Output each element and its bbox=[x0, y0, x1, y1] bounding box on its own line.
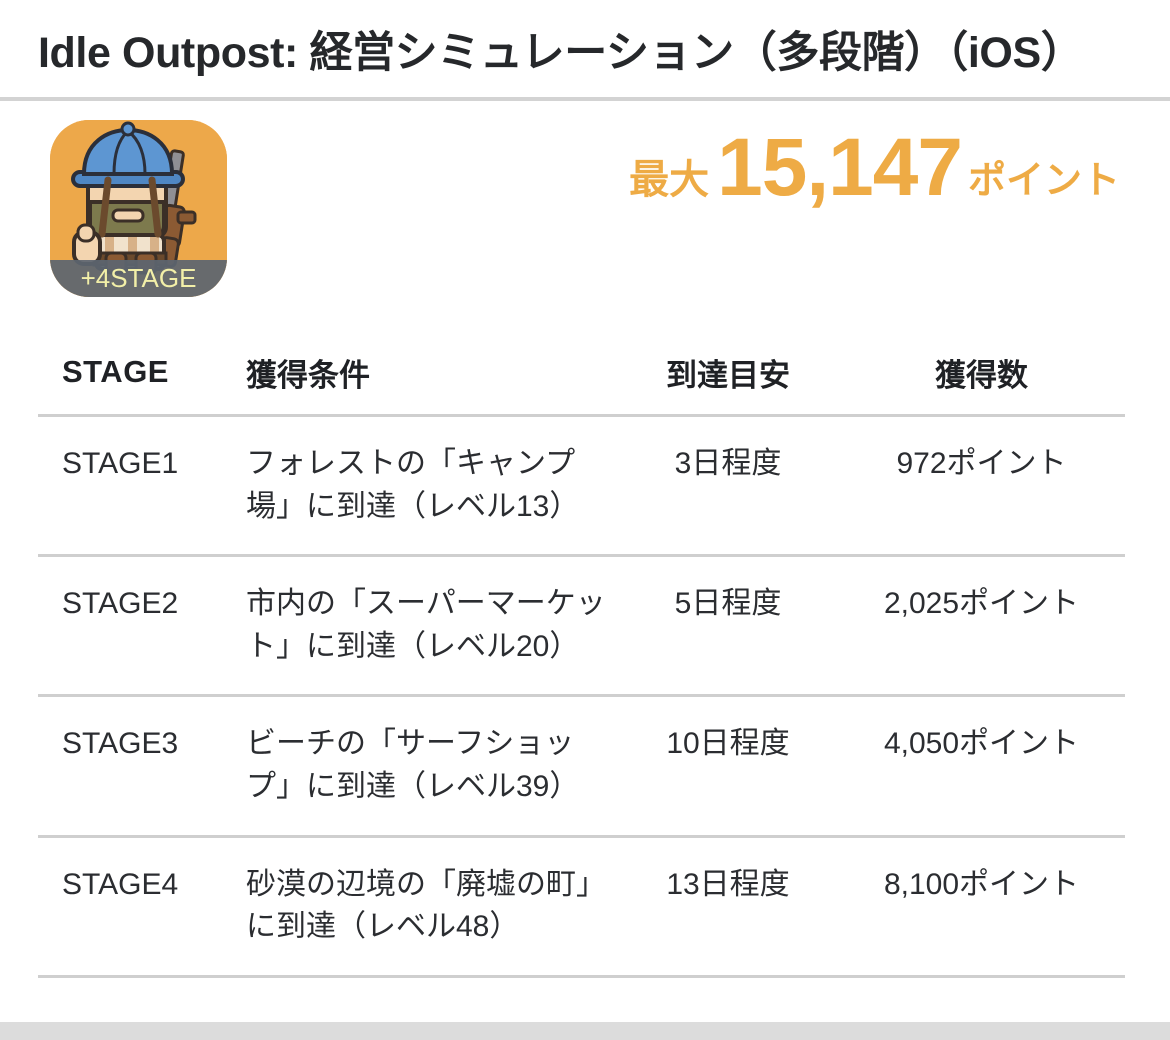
table-row: STAGE2 市内の「スーパーマーケット」に到達（レベル20） 5日程度 2,0… bbox=[38, 557, 1125, 694]
cell-condition: ビーチの「サーフショップ」に到達（レベル39） bbox=[246, 727, 580, 803]
cell-points: 2,025ポイント bbox=[883, 587, 1080, 621]
table-divider bbox=[38, 974, 1125, 978]
cell-condition: 砂漠の辺境の「廃墟の町」に到達（レベル48） bbox=[246, 867, 606, 944]
column-header-days: 到達目安 bbox=[666, 357, 790, 393]
cell-stage: STAGE3 bbox=[62, 727, 179, 761]
page-title: Idle Outpost: 経営シミュレーション（多段階）（iOS） bbox=[38, 29, 1084, 77]
cell-condition: 市内の「スーパーマーケット」に到達（レベル20） bbox=[246, 587, 606, 663]
stage-reward-table: STAGE 獲得条件 到達目安 獲得数 STAGE1 フォレストの「キャンプ場」… bbox=[38, 330, 1125, 978]
cell-days: 3日程度 bbox=[674, 447, 782, 480]
stage-badge: +4STAGE bbox=[50, 260, 227, 297]
points-prefix-label: 最大 bbox=[629, 158, 710, 202]
cell-days: 13日程度 bbox=[666, 867, 790, 901]
column-header-points: 獲得数 bbox=[935, 357, 1028, 393]
column-header-condition: 獲得条件 bbox=[246, 357, 370, 393]
table-row: STAGE3 ビーチの「サーフショップ」に到達（レベル39） 10日程度 4,0… bbox=[38, 697, 1125, 834]
hero-section: +4STAGE 最大 15,147 ポイント bbox=[0, 101, 1170, 321]
table-divider bbox=[38, 834, 1125, 838]
cell-points: 972ポイント bbox=[896, 447, 1067, 480]
svg-text:+4STAGE: +4STAGE bbox=[81, 263, 197, 293]
table-row: STAGE4 砂漠の辺境の「廃墟の町」に到達（レベル48） 13日程度 8,10… bbox=[38, 838, 1125, 975]
cell-days: 10日程度 bbox=[666, 727, 790, 761]
cell-stage: STAGE1 bbox=[62, 447, 179, 480]
table-divider bbox=[38, 554, 1125, 558]
title-divider bbox=[0, 97, 1170, 101]
title-bar: Idle Outpost: 経営シミュレーション（多段階）（iOS） bbox=[0, 0, 1170, 98]
table-divider bbox=[38, 414, 1125, 417]
app-icon-artwork: +4STAGE bbox=[50, 120, 227, 297]
cell-points: 8,100ポイント bbox=[883, 867, 1080, 901]
cell-points: 4,050ポイント bbox=[883, 727, 1080, 761]
table-divider bbox=[38, 694, 1125, 698]
app-icon[interactable]: +4STAGE bbox=[50, 120, 227, 297]
table-header-row: STAGE 獲得条件 到達目安 獲得数 bbox=[38, 330, 1125, 414]
cell-stage: STAGE2 bbox=[62, 587, 179, 621]
points-unit-label: ポイント bbox=[967, 160, 1120, 202]
points-value: 15,147 bbox=[717, 122, 963, 213]
bottom-band bbox=[0, 1022, 1170, 1040]
cell-stage: STAGE4 bbox=[62, 867, 179, 901]
max-points-display: 最大 15,147 ポイント bbox=[520, 127, 1120, 227]
column-header-stage: STAGE bbox=[62, 354, 169, 389]
table-row: STAGE1 フォレストの「キャンプ場」に到達（レベル13） 3日程度 972ポ… bbox=[38, 417, 1125, 554]
cell-condition: フォレストの「キャンプ場」に到達（レベル13） bbox=[246, 447, 580, 523]
cell-days: 5日程度 bbox=[674, 587, 782, 621]
